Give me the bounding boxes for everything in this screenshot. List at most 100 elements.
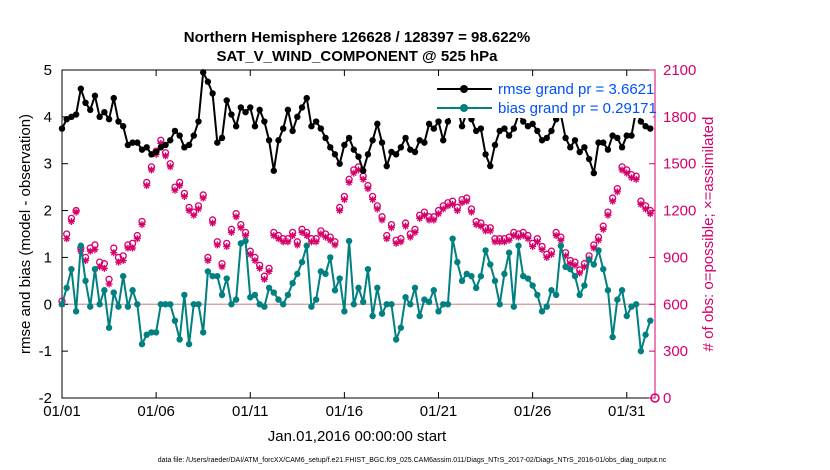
plot-area bbox=[61, 69, 656, 399]
assimilated-point bbox=[124, 244, 132, 252]
bias-point bbox=[510, 303, 518, 310]
rmse-point bbox=[72, 111, 80, 118]
assimilated-point bbox=[599, 225, 607, 233]
rmse-point bbox=[312, 118, 320, 125]
x-tick-label: 01/06 bbox=[137, 403, 175, 420]
bias-point bbox=[275, 296, 282, 303]
rmse-point bbox=[590, 169, 598, 177]
x-tick-label: 01/01 bbox=[43, 403, 81, 420]
rmse-point bbox=[510, 125, 518, 132]
bias-point bbox=[590, 261, 598, 268]
assimilated-point bbox=[265, 267, 273, 275]
x-tick-label: 01/16 bbox=[326, 403, 364, 420]
bias-point bbox=[214, 272, 221, 280]
rmse-point bbox=[101, 108, 108, 116]
assimilated-point bbox=[204, 257, 212, 265]
rmse-point bbox=[242, 108, 249, 116]
rmse-point bbox=[171, 127, 179, 135]
bias-point bbox=[279, 301, 287, 308]
bias-point bbox=[505, 249, 513, 256]
assimilated-point bbox=[529, 242, 537, 250]
bias-point bbox=[581, 282, 588, 289]
rmse-point bbox=[317, 125, 325, 132]
bias-point bbox=[454, 258, 461, 266]
legend: rmse grand pr = 3.6621 bias grand pr = 0… bbox=[432, 76, 657, 118]
right-y-tick-label: 1800 bbox=[663, 109, 696, 126]
assimilated-point bbox=[505, 236, 513, 244]
rmse-point bbox=[430, 125, 438, 132]
rmse-point bbox=[91, 92, 99, 99]
rmse-point bbox=[119, 123, 127, 130]
assimilated-point bbox=[336, 207, 344, 215]
right-y-tick-label: 900 bbox=[663, 249, 688, 266]
assimilated-point bbox=[213, 241, 221, 249]
rmse-point bbox=[289, 127, 296, 135]
assimilated-point bbox=[105, 280, 113, 288]
assimilated-point bbox=[176, 182, 184, 190]
bias-point bbox=[548, 287, 555, 294]
bias-point bbox=[369, 312, 376, 320]
assimilated-point bbox=[274, 235, 282, 243]
assimilated-point bbox=[326, 236, 334, 244]
assimilated-point bbox=[477, 222, 485, 230]
assimilated-point bbox=[284, 238, 292, 246]
bias-point bbox=[87, 303, 94, 310]
assimilated-point bbox=[387, 224, 395, 232]
right-y-tick-label: 1500 bbox=[663, 156, 696, 173]
bias-point bbox=[647, 317, 654, 324]
rmse-point bbox=[374, 120, 381, 128]
bias-point bbox=[402, 294, 409, 301]
assimilated-point bbox=[147, 166, 155, 174]
rmse-point bbox=[331, 151, 339, 158]
rmse-point bbox=[214, 139, 221, 146]
rmse-point bbox=[458, 123, 466, 130]
rmse-point bbox=[637, 118, 645, 125]
rmse-point bbox=[341, 141, 348, 149]
assimilated-point bbox=[416, 214, 424, 222]
bias-point bbox=[585, 256, 593, 263]
rmse-point bbox=[261, 118, 268, 125]
x-axis-ticks: 01/01 01/06 01/11 01/16 01/21 01/26 01/31 bbox=[43, 70, 646, 420]
rmse-point bbox=[402, 134, 409, 142]
bias-point bbox=[341, 308, 348, 315]
assimilated-point bbox=[369, 196, 377, 204]
bias-point bbox=[232, 296, 240, 303]
assimilated-point bbox=[340, 196, 348, 204]
x-tick-label: 01/31 bbox=[608, 403, 646, 420]
rmse-point bbox=[529, 120, 536, 128]
assimilated-point bbox=[129, 244, 137, 252]
bias-point bbox=[567, 265, 574, 273]
bias-point bbox=[77, 242, 85, 249]
bias-point bbox=[162, 301, 169, 308]
bias-point bbox=[458, 277, 466, 285]
bias-point bbox=[440, 301, 447, 308]
bias-point bbox=[289, 280, 296, 287]
bias-point bbox=[383, 301, 390, 308]
rmse-point bbox=[265, 137, 273, 144]
bias-point bbox=[350, 301, 357, 308]
assimilated-point bbox=[524, 235, 532, 243]
bias-point bbox=[303, 242, 310, 249]
bias-point bbox=[308, 303, 315, 310]
rmse-point bbox=[534, 127, 541, 135]
assimilated-point bbox=[350, 169, 358, 177]
rmse-point bbox=[190, 132, 197, 139]
rmse-point bbox=[270, 167, 277, 174]
bias-point bbox=[576, 291, 583, 299]
assimilated-point bbox=[576, 269, 584, 277]
bias-point bbox=[538, 308, 546, 315]
legend-rmse-label: rmse grand pr = 3.6621 bbox=[498, 81, 654, 98]
assimilated-point bbox=[67, 218, 75, 226]
rmse-point bbox=[134, 139, 141, 146]
assimilated-point bbox=[119, 257, 127, 265]
rmse-point bbox=[152, 148, 160, 156]
rmse-point bbox=[378, 139, 386, 146]
bias-point bbox=[331, 287, 339, 294]
assimilated-point bbox=[270, 232, 278, 240]
bias-point bbox=[374, 284, 381, 292]
bias-point bbox=[388, 301, 395, 308]
bias-point bbox=[195, 301, 202, 308]
rmse-point bbox=[218, 134, 226, 142]
y-tick-label: 3 bbox=[44, 156, 52, 173]
